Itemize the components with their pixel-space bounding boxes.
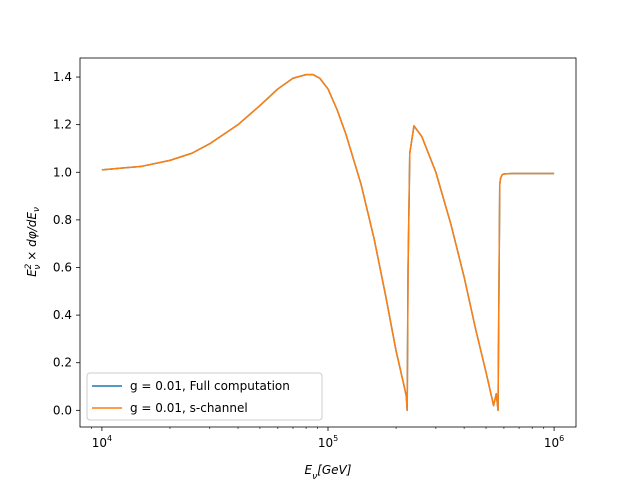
y-tick-label: 1.0	[53, 165, 72, 179]
y-tick-label: 0.4	[53, 308, 72, 322]
x-tick-label: 106	[544, 434, 564, 450]
y-axis-label: E2ν × dφ/dEν	[24, 207, 43, 277]
series-layer	[101, 73, 555, 412]
y-tick-label: 0.0	[53, 403, 72, 417]
legend-box	[86, 372, 323, 421]
x-tick-label: 104	[92, 434, 112, 450]
legend-label-s-channel: g = 0.01, s-channel	[130, 401, 248, 415]
y-tick-label: 0.8	[53, 213, 72, 227]
plot-frame	[79, 57, 577, 428]
legend-label-full-computation: g = 0.01, Full computation	[130, 379, 290, 393]
legend: g = 0.01, Full computation g = 0.01, s-c…	[86, 372, 323, 421]
y-tick-label: 1.4	[53, 70, 72, 84]
series-line-full-computation	[101, 73, 555, 412]
plot-area	[79, 57, 577, 428]
y-tick-label: 1.2	[53, 118, 72, 132]
y-axis-ticks: 0.0 0.2 0.4 0.6 0.8 1.0 1.2 1.4	[53, 70, 80, 417]
y-tick-label: 0.2	[53, 356, 72, 370]
x-axis-ticks: 104 105 106	[91, 427, 564, 450]
series-line-s-channel	[101, 73, 555, 412]
y-tick-label: 0.6	[53, 260, 72, 274]
x-axis-label: Eν[GeV]	[305, 463, 352, 480]
x-tick-label: 105	[318, 434, 338, 450]
